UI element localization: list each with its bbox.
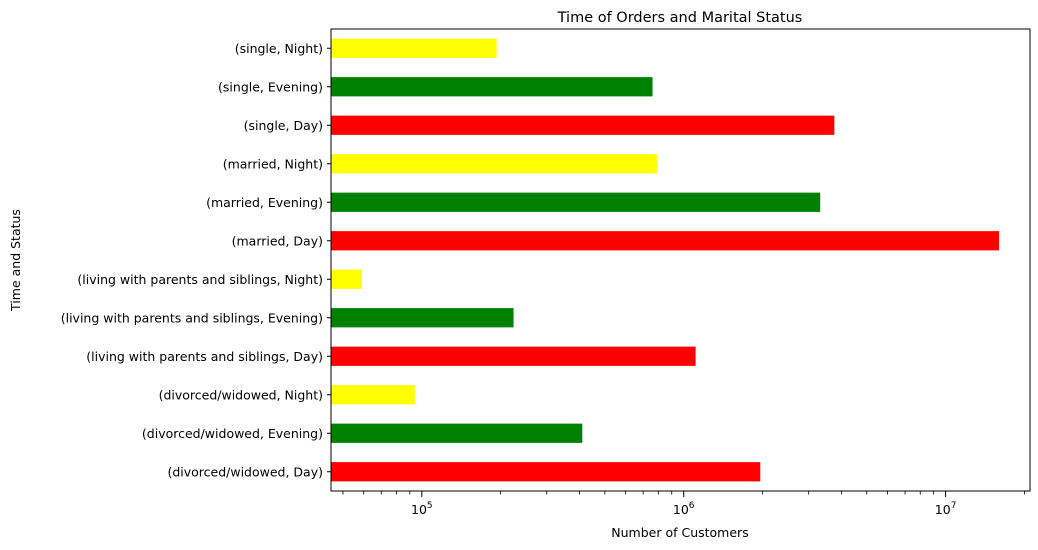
bar [331,423,583,443]
y-tick-label: (divorced/widowed, Day) [167,464,323,479]
x-tick-labels: 105 106 107 [342,491,1025,517]
y-tick-label: (divorced/widowed, Night) [159,387,323,402]
bar [331,385,415,405]
y-tick-label: (single, Night) [235,41,323,56]
x-axis-label: Number of Customers [611,525,748,540]
y-tick-label: (living with parents and siblings, Night… [77,272,323,287]
plot-frame [330,28,1031,492]
bar [331,346,696,366]
x-tick-label: 107 [935,501,957,517]
bars-layer [331,38,1000,482]
y-category-labels: (divorced/widowed, Day) (divorced/widowed… [61,41,331,479]
y-tick-label: (married, Evening) [206,195,323,210]
bar [331,192,821,212]
y-tick-label: (living with parents and siblings, Eveni… [61,310,323,325]
bar [331,462,761,482]
y-tick-label: (married, Day) [232,233,323,248]
bar [331,77,653,97]
bar [331,154,657,174]
bar [331,269,362,289]
y-tick-label: (married, Night) [223,156,323,171]
y-tick-label: (single, Evening) [218,79,323,94]
y-tick-label: (living with parents and siblings, Day) [86,349,323,364]
bar [331,231,1000,251]
chart-title: Time of Orders and Marital Status [557,10,803,26]
bar [331,308,514,328]
bar [331,115,835,135]
y-axis-label: Time and Status [8,209,23,312]
y-tick-label: (single, Day) [244,118,323,133]
y-tick-label: (divorced/widowed, Evening) [142,426,323,441]
x-tick-label: 106 [673,501,695,517]
bar [331,38,497,58]
x-tick-label: 105 [411,501,433,517]
